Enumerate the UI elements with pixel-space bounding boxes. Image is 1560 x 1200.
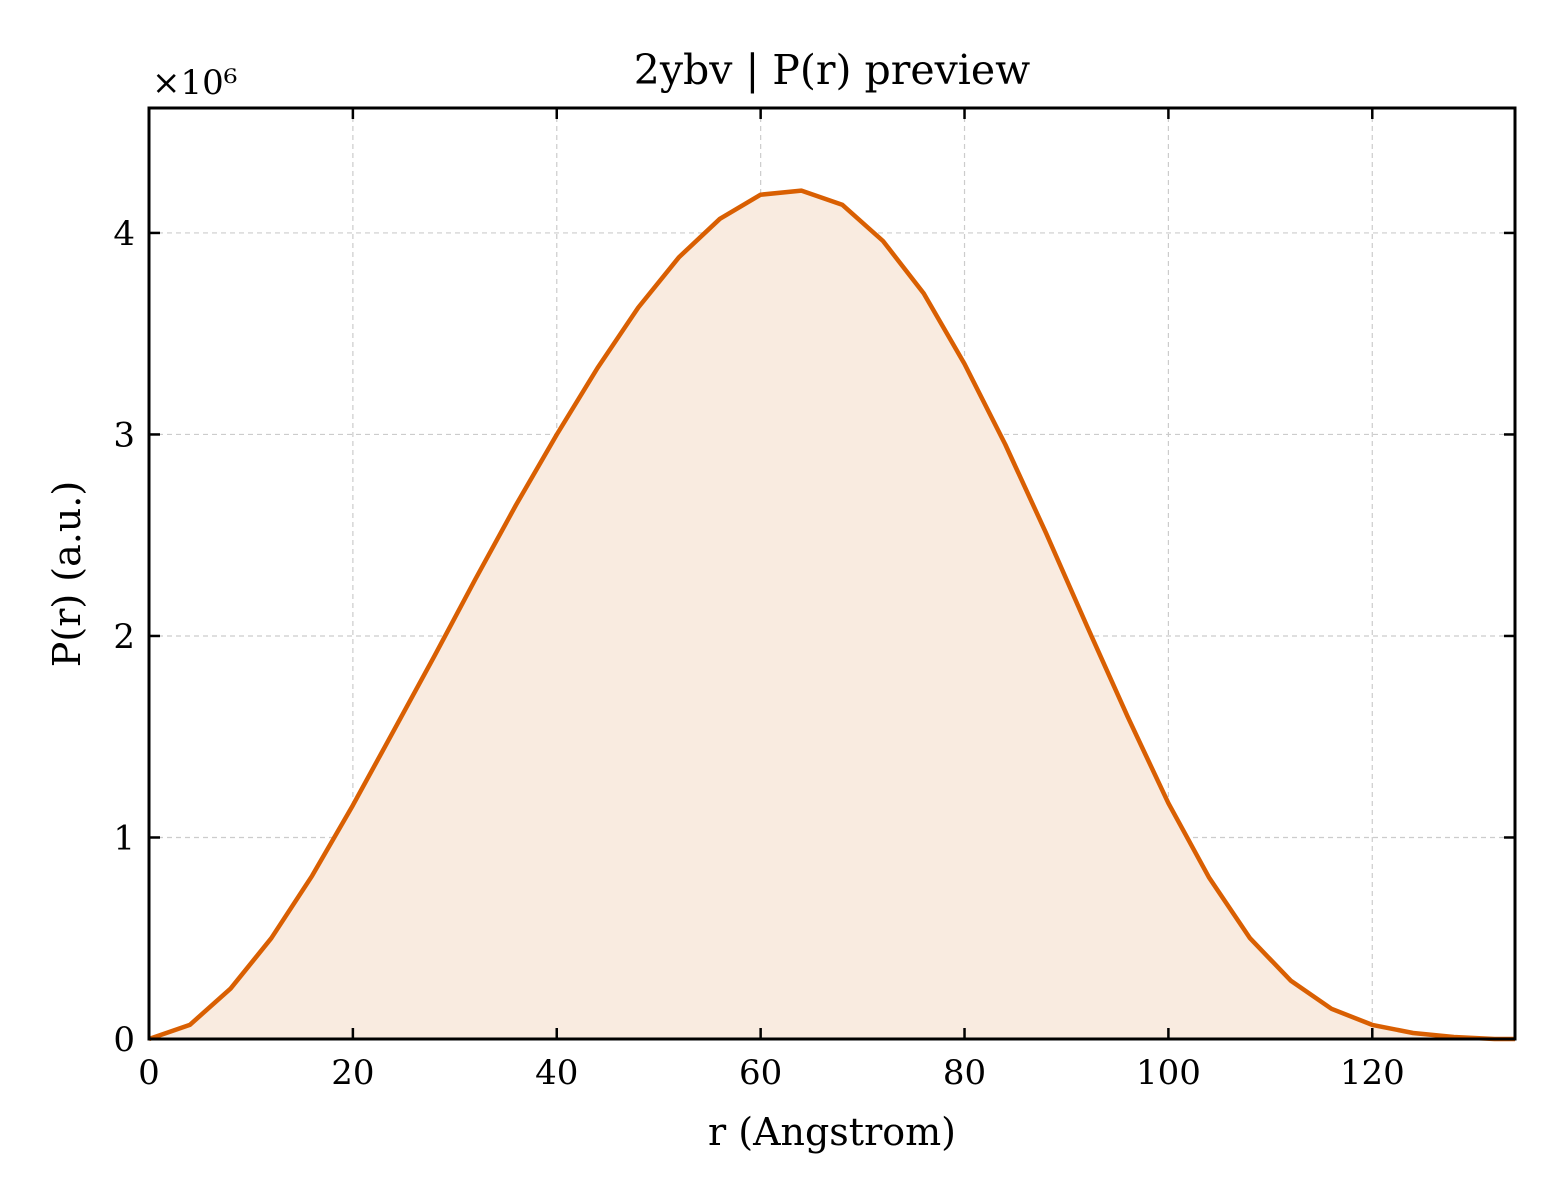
y-axis-title: P(r) (a.u.) (45, 481, 89, 667)
series-area-fill (149, 190, 1515, 1040)
y-tick-label: 1 (113, 818, 135, 858)
y-multiplier-label: ×10⁶ (152, 63, 237, 103)
x-tick-label: 20 (331, 1053, 374, 1093)
plot-frame (147, 106, 1517, 1041)
x-tick-label: 0 (138, 1053, 160, 1093)
series-line (148, 188, 1515, 1042)
x-axis-title: r (Angstrom) (708, 1110, 956, 1154)
tick-labels: 0 20 40 60 80 100 120 0 1 2 3 4 (113, 214, 1404, 1093)
x-tick-label: 60 (739, 1053, 782, 1093)
x-tick-label: 120 (1340, 1053, 1405, 1093)
y-tick-label: 2 (113, 617, 135, 657)
x-tick-label: 80 (943, 1053, 986, 1093)
x-tick-label: 100 (1136, 1053, 1201, 1093)
y-tick-label: 4 (113, 214, 135, 254)
y-tick-label: 0 (113, 1020, 135, 1060)
y-tick-label: 3 (113, 415, 135, 455)
x-tick-label: 40 (535, 1053, 578, 1093)
chart-title: 2ybv | P(r) preview (634, 46, 1031, 94)
